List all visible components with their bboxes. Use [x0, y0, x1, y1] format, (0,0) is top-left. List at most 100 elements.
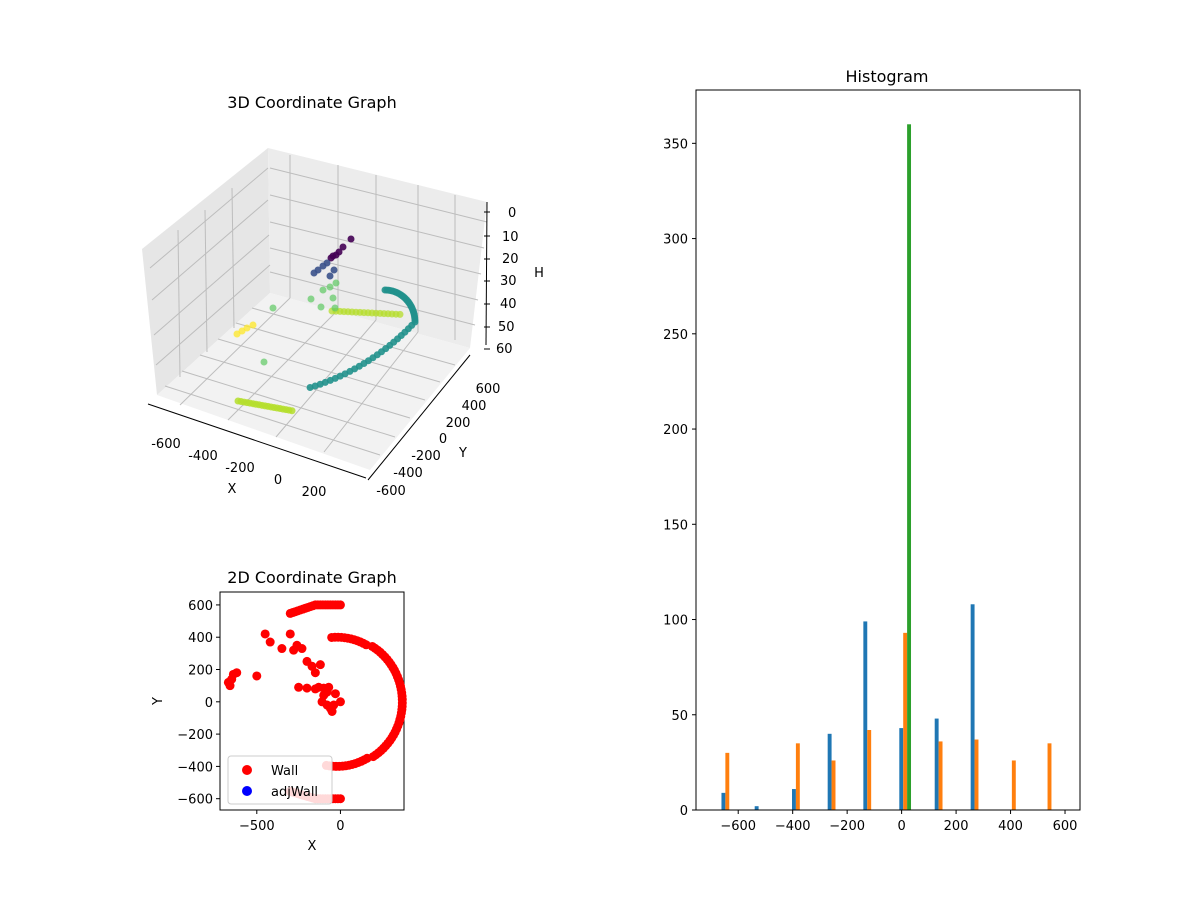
y-axis-label-3d: Y [458, 446, 467, 461]
scatter-point-3d [331, 304, 339, 312]
z-axis-label-3d: H [534, 266, 544, 281]
y-tick-label: 600 [476, 382, 501, 397]
histogram-bar [754, 806, 759, 810]
scatter-point-wall [335, 697, 345, 707]
z-ticks-3d: 0 10 20 30 40 50 60 [496, 206, 519, 357]
x-axis-label-3d: X [228, 482, 237, 497]
y-axis-label-2d: Y [151, 697, 166, 706]
scatter-point-3d [329, 294, 337, 302]
scatter-point-3d [269, 304, 277, 312]
scatter-point-wall [232, 668, 242, 678]
z-tick-label: 10 [502, 230, 519, 245]
chart-histogram: Histogram −600 −400 −200 0 200 400 600 0 50 100 15… [663, 67, 1081, 834]
x-tick-label: −400 [775, 819, 811, 834]
y-tick-label: −600 [177, 793, 213, 808]
x-tick-label: -600 [151, 437, 181, 452]
y-tick-label: -200 [411, 449, 441, 464]
scatter-point-3d [260, 358, 268, 366]
y-tick-label: 0 [680, 804, 688, 819]
y-tick-label: 200 [446, 416, 471, 431]
plot-frame-hist [695, 89, 1081, 811]
y-tick-label: 250 [663, 328, 688, 343]
scatter-point-wall [302, 683, 312, 693]
histogram-title: Histogram [846, 67, 929, 86]
points-2d [223, 600, 407, 804]
scatter-point-wall [260, 629, 270, 639]
histogram-bar [827, 733, 832, 810]
x-tick-label: 200 [944, 819, 969, 834]
y-tick-label: 400 [462, 399, 487, 414]
scatter-point-3d [306, 384, 314, 392]
y-tick-label: 150 [663, 518, 688, 533]
histogram-bar [903, 632, 908, 810]
scatter-point-wall [310, 668, 320, 678]
scatter-point-3d [330, 266, 338, 274]
y-tick-label: 600 [188, 599, 213, 614]
scatter-point-3d [249, 321, 257, 329]
z-tick-label: 50 [498, 320, 515, 335]
ticks-2d: −500 0 600 400 200 0 −200 −400 −600 [177, 599, 344, 834]
histogram-bar [907, 124, 912, 811]
chart-2d: 2D Coordinate Graph −500 06004002000−200−… [151, 568, 407, 854]
histogram-bar [1047, 743, 1052, 810]
scatter-point-wall [330, 689, 340, 699]
z-tick-label: 40 [500, 297, 517, 312]
scatter-point-wall [315, 660, 325, 670]
histogram-bar [938, 741, 943, 810]
plot-area-hist [696, 90, 1080, 810]
scatter-point-wall [223, 677, 233, 687]
x-axis-label-2d: X [308, 839, 317, 854]
histogram-bar [721, 792, 726, 810]
histogram-bar [867, 730, 872, 810]
y-tick-label: 0 [439, 432, 447, 447]
x-tick-label: −200 [829, 819, 865, 834]
scatter-point-wall [327, 632, 337, 642]
chart-3d-title: 3D Coordinate Graph [227, 93, 396, 112]
x-tick-label: 600 [1053, 819, 1078, 834]
x-tick-label: 0 [274, 473, 282, 488]
histogram-bar [970, 604, 975, 810]
scatter-point-3d [288, 407, 296, 415]
y-tick-label: −400 [177, 760, 213, 775]
y-axis-3d [367, 354, 471, 481]
legend-marker-wall [242, 765, 252, 775]
y-tick-label: −200 [177, 728, 213, 743]
y-tick-label: -400 [393, 466, 423, 481]
legend-label-wall: Wall [271, 764, 298, 779]
scatter-point-3d [310, 269, 318, 277]
scatter-point-wall [314, 682, 324, 692]
ticks-hist: −600 −400 −200 0 200 400 600 0 50 100 150 200 250 300… [663, 137, 1077, 834]
y-tick-label: 400 [188, 631, 213, 646]
y-tick-label: 200 [663, 423, 688, 438]
legend-2d: Wall adjWall [227, 755, 333, 805]
scatter-point-wall [277, 644, 287, 654]
histogram-bar [792, 789, 796, 810]
y-tick-label: -600 [376, 484, 406, 499]
scatter-point-wall [294, 682, 304, 692]
scatter-point-wall [265, 637, 275, 647]
scatter-point-wall [335, 600, 345, 610]
histogram-bars [721, 124, 1052, 811]
scatter-point-3d [326, 283, 334, 291]
chart-3d: 3D Coordinate Graph [142, 93, 544, 500]
y-tick-label: 300 [663, 233, 688, 248]
histogram-bar [863, 621, 868, 810]
z-tick-label: 60 [496, 342, 513, 357]
scatter-point-3d [319, 262, 327, 270]
y-tick-label: 50 [671, 709, 688, 724]
scatter-point-3d [339, 243, 347, 251]
histogram-bar [725, 752, 730, 810]
y-tick-label: 200 [188, 664, 213, 679]
scatter-point-3d [326, 272, 334, 280]
z-tick-label: 0 [508, 206, 516, 221]
scatter-point-wall [335, 794, 345, 804]
x-tick-label: 0 [897, 819, 905, 834]
scatter-point-wall [285, 629, 295, 639]
y-tick-label: 0 [205, 696, 213, 711]
x-axis-3d [147, 403, 367, 479]
scatter-point-wall [297, 644, 307, 654]
x-tick-label: 400 [998, 819, 1023, 834]
scatter-point-3d [347, 235, 355, 243]
scatter-point-3d [332, 279, 340, 287]
